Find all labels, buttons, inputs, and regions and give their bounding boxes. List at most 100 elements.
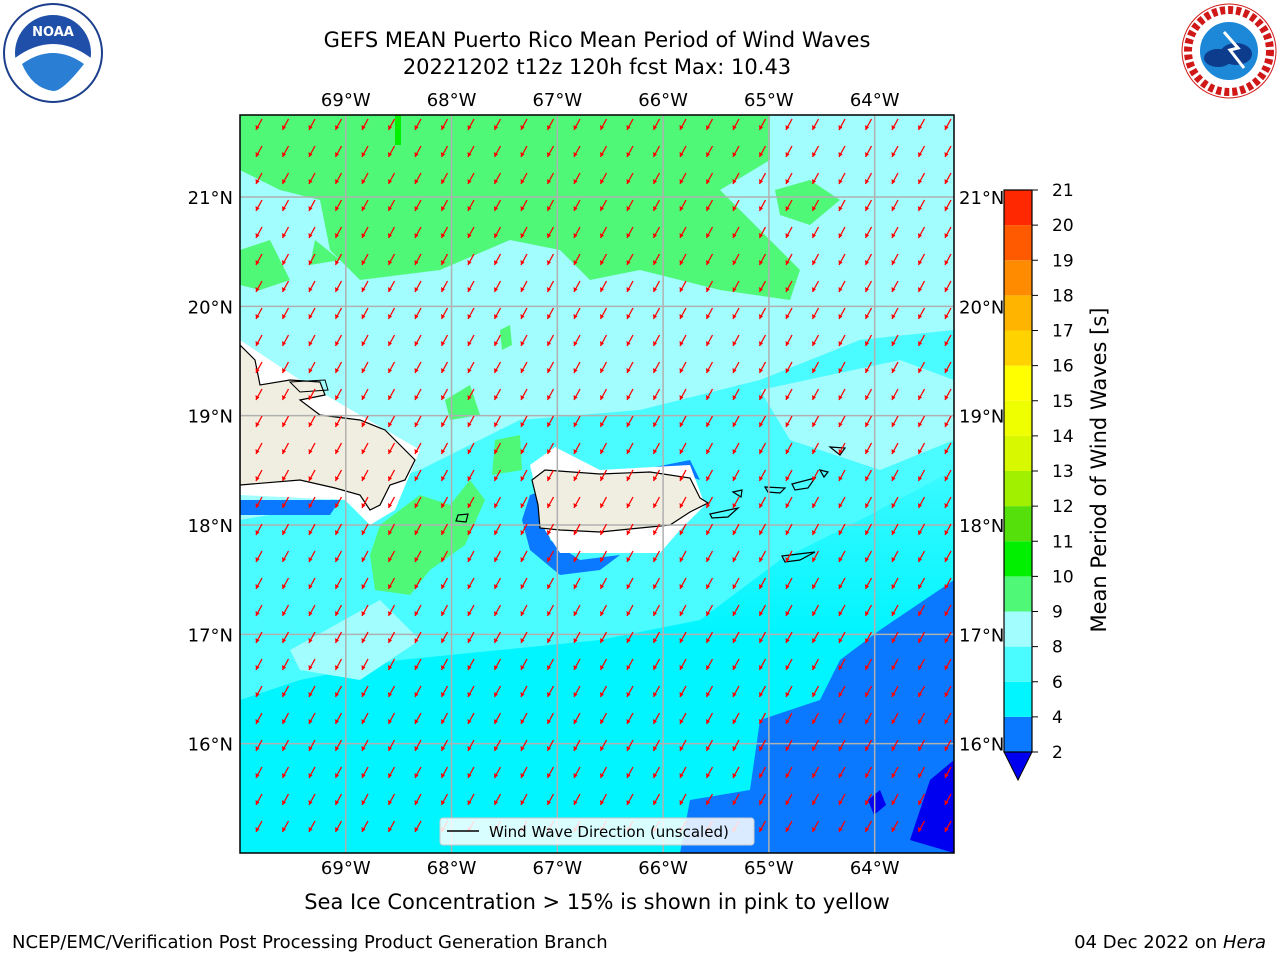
wave-direction-arrow [758, 685, 767, 698]
wave-direction-arrow [785, 469, 793, 482]
wave-direction-arrow [599, 307, 608, 320]
wave-direction-arrow [308, 469, 316, 482]
lon-labels-top: 69°W 68°W 67°W 66°W 65°W 64°W [321, 90, 900, 111]
wave-direction-arrow [361, 415, 369, 428]
wave-direction-arrow [891, 226, 899, 239]
wave-direction-arrow [679, 658, 687, 671]
wave-direction-arrow [573, 199, 581, 212]
wave-direction-arrow [493, 226, 502, 239]
wave-direction-arrow [308, 280, 316, 293]
wave-direction-arrow [573, 739, 581, 752]
wave-direction-arrow [838, 685, 846, 698]
wave-direction-arrow [440, 388, 449, 401]
wave-direction-arrow [705, 199, 714, 212]
wave-direction-arrow [838, 199, 846, 212]
wave-direction-arrow [811, 442, 820, 455]
wave-direction-arrow [281, 523, 290, 536]
wave-direction-arrow [785, 388, 793, 401]
wave-direction-arrow [811, 523, 820, 536]
wave-direction-arrow [652, 793, 661, 806]
wave-direction-arrow [917, 820, 926, 833]
wave-direction-arrow [546, 280, 555, 293]
wave-direction-arrow [891, 199, 899, 212]
wave-direction-arrow [652, 658, 661, 671]
wave-direction-arrow [334, 469, 343, 482]
wave-direction-arrow [334, 550, 343, 563]
wave-direction-arrow [334, 307, 343, 320]
wave-direction-arrow [838, 145, 846, 158]
wave-direction-arrow [308, 604, 316, 617]
wave-direction-arrow [387, 658, 396, 671]
colorbar-tick-label: 11 [1052, 532, 1074, 552]
chart-title: GEFS MEAN Puerto Rico Mean Period of Win… [323, 28, 871, 52]
wave-direction-arrow [387, 226, 396, 239]
wave-direction-arrow [599, 685, 608, 698]
wave-direction-arrow [414, 577, 422, 590]
wave-direction-arrow [811, 469, 820, 482]
lon-label: 67°W [532, 90, 582, 111]
wave-direction-arrow [811, 712, 820, 725]
wave-direction-arrow [626, 118, 634, 131]
wave-direction-arrow [546, 469, 555, 482]
graticule [240, 115, 954, 853]
wave-direction-arrow [891, 793, 899, 806]
wave-direction-arrow [864, 685, 873, 698]
wave-direction-arrow [785, 685, 793, 698]
wave-direction-arrow [573, 604, 581, 617]
wave-direction-arrow [520, 577, 528, 590]
wave-direction-arrow [944, 604, 952, 617]
wave-direction-arrow [758, 442, 767, 455]
wave-direction-arrow [758, 658, 767, 671]
wave-direction-arrow [652, 334, 661, 347]
wave-direction-arrow [864, 307, 873, 320]
colorbar-segment [1004, 576, 1032, 612]
wave-direction-arrow [758, 793, 767, 806]
wave-direction-arrow [785, 334, 793, 347]
wave-direction-arrow [281, 739, 290, 752]
lat-label: 16°N [959, 735, 1004, 756]
wave-direction-arrow [440, 172, 449, 185]
colorbar-segment [1004, 295, 1032, 331]
wave-direction-arrow [255, 550, 263, 563]
wave-direction-arrow [599, 145, 608, 158]
wave-direction-arrow [917, 145, 926, 158]
wave-direction-arrow [334, 172, 343, 185]
wave-direction-arrow [785, 226, 793, 239]
lat-label: 21°N [959, 188, 1004, 209]
wave-direction-arrow [414, 280, 422, 293]
wave-direction-arrow [281, 793, 290, 806]
wave-direction-arrow [891, 604, 899, 617]
wave-direction-arrow [573, 118, 581, 131]
wave-direction-arrow [573, 523, 581, 536]
wave-direction-arrow [679, 739, 687, 752]
wave-direction-arrow [520, 226, 528, 239]
wave-direction-arrow [414, 199, 422, 212]
wave-direction-arrow [281, 496, 290, 509]
wave-direction-arrow [467, 766, 475, 779]
lon-label: 68°W [427, 858, 477, 879]
wave-direction-arrow [652, 469, 661, 482]
wave-direction-arrow [334, 658, 343, 671]
wave-direction-arrow [387, 199, 396, 212]
wave-direction-arrow [387, 361, 396, 374]
colorbar-tick-label: 8 [1052, 638, 1063, 658]
wave-direction-arrow [493, 604, 502, 617]
wave-direction-arrow [308, 793, 316, 806]
lat-label: 19°N [188, 407, 233, 428]
wave-direction-arrow [838, 739, 846, 752]
lat-labels-left: 21°N 20°N 19°N 18°N 17°N 16°N [188, 188, 233, 756]
credit-text: NCEP/EMC/Verification Post Processing Pr… [12, 932, 608, 953]
wave-direction-arrow [917, 307, 926, 320]
wave-direction-arrow [308, 145, 316, 158]
wave-direction-arrow [255, 361, 263, 374]
wave-direction-arrow [440, 334, 449, 347]
colorbar-tick-label: 4 [1052, 708, 1063, 728]
wave-direction-arrow [917, 766, 926, 779]
wave-direction-arrow [732, 361, 740, 374]
wave-direction-arrow [758, 415, 767, 428]
colorbar-extend-arrow [1003, 751, 1033, 782]
map-plot-area [240, 115, 954, 853]
wave-direction-arrow [387, 739, 396, 752]
wave-direction-arrow [679, 793, 687, 806]
wave-direction-arrow [732, 145, 740, 158]
